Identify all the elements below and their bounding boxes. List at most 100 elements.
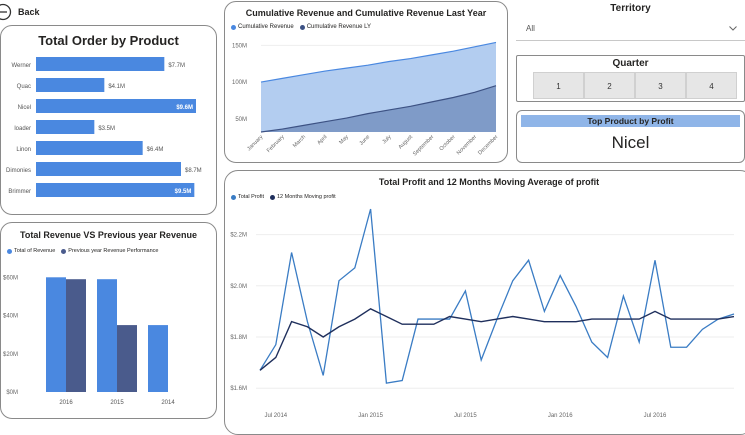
- chevron-down-icon: [729, 26, 737, 31]
- order-bar: [36, 183, 195, 197]
- quarter-slicer: Quarter 1 2 3 4: [516, 55, 745, 102]
- x-tick-label: March: [292, 134, 307, 149]
- x-tick-label: Jul 2016: [644, 413, 667, 419]
- order-value-label: $9.5M: [175, 189, 192, 195]
- cumulative-revenue-line: [260, 41, 497, 83]
- order-value-label: $4.1M: [108, 84, 125, 90]
- profit-legend: Total Profit 12 Months Moving profit: [231, 194, 336, 200]
- product-label: Nicel: [18, 105, 31, 111]
- x-tick-label: April: [316, 134, 328, 146]
- x-tick-label: Jan 2015: [358, 413, 383, 419]
- order-bar: [36, 57, 165, 71]
- profit-card-title: Total Profit and 12 Months Moving Averag…: [378, 177, 600, 187]
- legend-label: Total Profit: [238, 194, 264, 200]
- territory-dropdown[interactable]: All: [516, 16, 745, 41]
- cumulative-card-title: Cumulative Revenue and Cumulative Revenu…: [245, 8, 487, 18]
- legend-dot: [7, 248, 12, 254]
- quarter-button-2[interactable]: 2: [584, 72, 635, 99]
- top-product-value: Nicel: [611, 133, 650, 152]
- y-tick-label: $20M: [3, 352, 18, 358]
- quarter-button-4[interactable]: 4: [686, 72, 737, 99]
- top-product-card: Top Product by Profit Nicel: [516, 110, 745, 163]
- x-tick-label: May: [338, 134, 350, 146]
- x-tick-label: July: [381, 134, 392, 145]
- total-profit-line: [259, 208, 735, 384]
- y-tick-label: $1.8M: [230, 335, 247, 341]
- quarter-button-3[interactable]: 3: [635, 72, 686, 99]
- order-value-label: $8.7M: [185, 168, 202, 174]
- territory-selected: All: [526, 23, 535, 33]
- legend-dot: [61, 248, 67, 254]
- order-bar: [36, 141, 143, 155]
- y-tick-label: 150M: [232, 43, 247, 49]
- legend-dot: [231, 194, 236, 200]
- order-card-title: Total Order by Product: [38, 33, 179, 48]
- product-label: loader: [14, 126, 31, 132]
- revenue-bar-chart: $60M $40M $20M $0M 2016 2015 2014: [3, 275, 175, 406]
- x-tick-label: February: [266, 134, 286, 154]
- order-bar: [36, 120, 95, 134]
- quarter-button-1[interactable]: 1: [533, 72, 584, 99]
- order-value-label: $6.4M: [147, 147, 164, 153]
- order-value-label: $7.7M: [168, 63, 185, 69]
- legend-dot: [299, 24, 305, 30]
- product-label: Quac: [17, 84, 31, 90]
- legend-label: 12 Months Moving profit: [276, 194, 336, 200]
- cumulative-revenue-ly-area: [261, 85, 496, 132]
- cumulative-revenue-card: Cumulative Revenue and Cumulative Revenu…: [224, 1, 508, 163]
- y-tick-label: 50M: [235, 117, 247, 123]
- product-label: Linon: [16, 147, 31, 153]
- x-tick-label: Jul 2014: [264, 413, 287, 419]
- product-label: Werner: [11, 63, 31, 69]
- back-label: Back: [18, 7, 40, 17]
- top-product-title: Top Product by Profit: [521, 115, 740, 127]
- x-tick-label: 2015: [110, 400, 124, 406]
- x-tick-label: November: [456, 134, 478, 156]
- y-tick-label: $2.0M: [230, 284, 247, 290]
- revenue-card-title: Total Revenue VS Previous year Revenue: [20, 230, 197, 240]
- legend-label: Cumulative Revenue LY: [306, 24, 371, 30]
- legend-label: Previous year Revenue Performance: [68, 248, 159, 254]
- y-tick-label: $2.2M: [230, 233, 247, 239]
- x-tick-label: October: [439, 134, 457, 152]
- x-tick-label: Jan 2016: [548, 413, 573, 419]
- x-tick-label: 2014: [161, 400, 175, 406]
- y-tick-label: $1.6M: [230, 386, 247, 392]
- revenue-bar: [46, 277, 66, 392]
- order-bar: [36, 99, 196, 113]
- y-tick-label: $0M: [6, 390, 18, 396]
- revenue-comparison-card: Total Revenue VS Previous year Revenue T…: [0, 222, 217, 419]
- y-tick-label: $60M: [3, 275, 18, 281]
- quarter-title: Quarter: [612, 58, 649, 69]
- cumulative-revenue-ly-line: [260, 85, 497, 133]
- order-value-label: $9.6M: [176, 105, 193, 111]
- revenue-bar: [117, 325, 137, 392]
- order-bar-chart: Werner $7.7M Quac $4.1M Nicel $9.6M loader $3.5…: [6, 57, 202, 197]
- y-tick-label: 100M: [232, 80, 247, 86]
- cumulative-area-chart: 150M 100M 50M January February March April May J…: [232, 41, 500, 157]
- order-bar: [36, 162, 181, 176]
- revenue-bar: [148, 325, 168, 392]
- back-button[interactable]: Back: [0, 3, 40, 21]
- x-tick-label: June: [359, 134, 372, 147]
- revenue-bar: [97, 279, 117, 392]
- product-label: Brimmer: [8, 189, 31, 195]
- profit-line-chart: $2.2M $2.0M $1.8M $1.6M Jul 2014 Jan 2015 Jul …: [230, 208, 735, 419]
- x-tick-label: September: [412, 134, 435, 157]
- y-tick-label: $40M: [3, 314, 18, 320]
- x-tick-label: 2016: [59, 400, 73, 406]
- order-value-label: $3.5M: [98, 126, 115, 132]
- moving-average-line: [259, 308, 735, 371]
- legend-label: Total of Revenue: [14, 248, 56, 254]
- x-tick-label: Jul 2015: [454, 413, 477, 419]
- territory-slicer: Territory All: [516, 0, 745, 48]
- profit-card: Total Profit and 12 Months Moving Averag…: [224, 170, 745, 435]
- back-arrow-icon: [0, 3, 12, 21]
- cumulative-legend: Cumulative Revenue Cumulative Revenue LY: [231, 24, 371, 30]
- territory-title: Territory: [610, 3, 651, 14]
- product-label: Dimonies: [6, 168, 31, 174]
- revenue-legend: Total of Revenue Previous year Revenue P…: [7, 248, 158, 254]
- order-by-product-card: Total Order by Product Werner $7.7M Quac $4…: [0, 25, 217, 215]
- order-bar: [36, 78, 105, 92]
- x-tick-label: August: [398, 134, 415, 151]
